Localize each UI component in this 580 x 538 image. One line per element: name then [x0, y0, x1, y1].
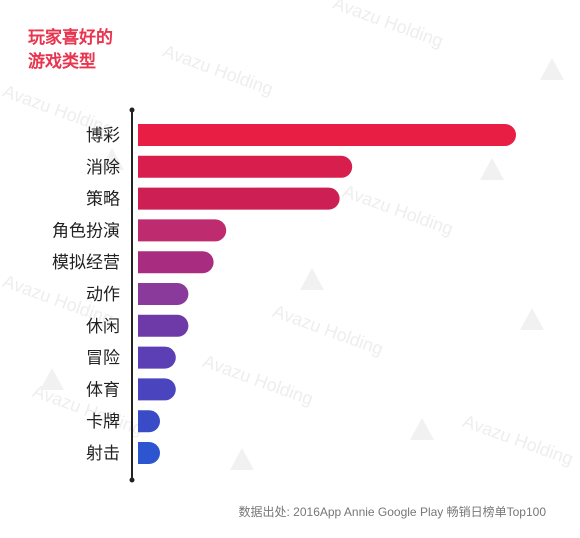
bar-4 — [138, 251, 214, 274]
y-axis-end-dot — [129, 107, 135, 113]
category-label: 休闲 — [86, 317, 120, 337]
category-label: 动作 — [86, 285, 120, 305]
category-label: 角色扮演 — [52, 221, 120, 241]
category-label: 体育 — [86, 380, 120, 400]
watermark-triangle — [480, 158, 504, 180]
chart-title-line-2: 游戏类型 — [28, 52, 96, 72]
watermark-triangle — [540, 58, 564, 80]
watermark-triangle — [410, 418, 434, 440]
watermark-triangle — [520, 308, 544, 330]
watermark-triangle — [40, 368, 64, 390]
bar-2 — [138, 187, 340, 210]
chart-title: 玩家喜好的 游戏类型 — [28, 26, 113, 74]
bar-10 — [138, 442, 160, 464]
y-axis-end-dot — [129, 477, 135, 483]
category-label: 射击 — [86, 444, 120, 464]
bar-6 — [138, 314, 189, 337]
category-label: 策略 — [86, 190, 120, 210]
watermark-triangle — [100, 148, 124, 170]
watermark-triangle — [230, 448, 254, 470]
bar-3 — [138, 219, 227, 242]
category-label: 博彩 — [86, 126, 120, 146]
data-source-note: 数据出处: 2016App Annie Google Play 畅销日榜单Top… — [238, 505, 547, 519]
category-label: 消除 — [86, 158, 120, 178]
category-label: 冒险 — [86, 349, 120, 369]
bar-9 — [138, 410, 160, 433]
chart-title-line-1: 玩家喜好的 — [28, 28, 113, 48]
watermark-triangle — [300, 268, 324, 290]
category-label: 模拟经营 — [52, 253, 120, 273]
category-label: 卡牌 — [86, 412, 120, 432]
bar-8 — [138, 378, 176, 401]
bar-1 — [138, 155, 353, 178]
bar-5 — [138, 283, 189, 305]
bar-0 — [138, 124, 516, 146]
bar-7 — [138, 346, 176, 369]
